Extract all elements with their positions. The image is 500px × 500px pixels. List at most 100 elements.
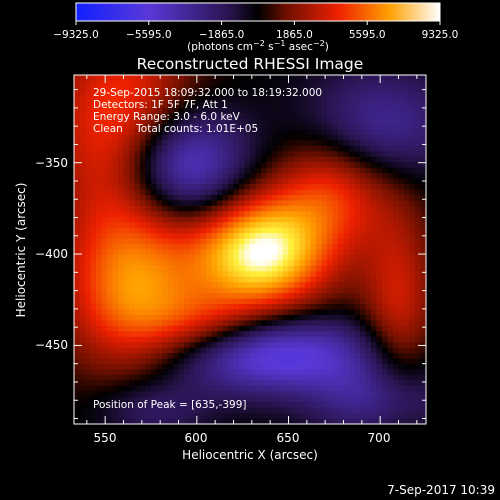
heatmap-cell [387,96,394,103]
heatmap-cell [239,336,245,343]
heatmap-cell [74,271,80,278]
heatmap-cell [371,374,377,381]
heatmap-cell [162,385,168,392]
heatmap-cell [228,304,234,310]
heatmap-cell [184,145,190,152]
heatmap-cell [305,314,311,321]
heatmap-cell [211,309,218,316]
heatmap-cell [178,129,185,136]
heatmap-cell [338,107,344,114]
heatmap-cell [239,194,245,201]
heatmap-cell [310,396,317,403]
heatmap-cell [266,91,273,98]
heatmap-cell [299,200,306,207]
heatmap-cell [151,254,157,261]
heatmap-cell [222,200,229,207]
heatmap-cell [96,129,102,136]
heatmap-cell [255,265,262,272]
heatmap-cell [217,325,223,332]
heatmap-cell [250,364,256,370]
heatmap-cell [409,200,416,207]
heatmap-cell [134,254,141,261]
heatmap-cell [206,96,212,103]
heatmap-cell [365,200,372,207]
heatmap-cell [145,85,152,92]
heatmap-cell [272,162,278,169]
heatmap-cell [178,331,185,338]
heatmap-cell [239,233,245,239]
heatmap-cell [244,407,251,414]
heatmap-cell [371,336,377,343]
heatmap-cell [101,238,108,245]
heatmap-cell [239,369,245,376]
heatmap-cell [118,162,124,169]
heatmap-cell [195,173,201,179]
heatmap-cell [272,385,278,392]
heatmap-cell [233,189,240,196]
heatmap-cell [156,216,163,223]
heatmap-cell [167,124,174,130]
heatmap-cell [266,145,273,152]
heatmap-cell [250,85,256,92]
heatmap-cell [283,271,289,278]
heatmap-cell [360,85,366,92]
heatmap-cell [206,249,212,256]
heatmap-cell [107,156,113,163]
heatmap-cell [349,320,355,327]
heatmap-cell [118,205,124,212]
heatmap-cell [79,260,86,267]
heatmap-cell [222,184,229,190]
heatmap-cell [310,178,317,185]
heatmap-cell [211,145,218,152]
heatmap-cell [365,184,372,190]
heatmap-cell [277,140,284,147]
heatmap-cell [151,91,157,98]
heatmap-cell [178,80,185,87]
heatmap-cell [305,124,311,130]
heatmap-cell [162,102,168,109]
heatmap-cell [272,396,278,403]
heatmap-cell [305,167,311,174]
heatmap-cell [371,140,377,147]
heatmap-cell [217,173,223,179]
heatmap-cell [195,276,201,283]
heatmap-cell [129,80,135,87]
heatmap-cell [354,358,361,365]
heatmap-cell [101,396,108,403]
heatmap-cell [74,194,80,201]
heatmap-cell [398,244,405,250]
heatmap-cell [101,173,108,179]
heatmap-cell [167,249,174,256]
heatmap-cell [140,91,146,98]
colorbar-tick-label: −1865.0 [199,29,245,41]
heatmap-cell [156,102,163,109]
heatmap-cell [409,402,416,408]
heatmap-cell [398,173,405,179]
heatmap-cell [178,369,185,376]
heatmap-cell [376,358,383,365]
heatmap-cell [321,173,328,179]
heatmap-cell [85,184,91,190]
axis-ticks [74,75,426,424]
heatmap-cell [409,102,416,109]
heatmap-cell [360,276,366,283]
heatmap-cell [277,91,284,98]
heatmap-cell [129,107,135,114]
heatmap-cell [420,124,427,130]
heatmap-cell [250,124,256,130]
heatmap-cell [415,227,421,234]
heatmap-cell [327,85,333,92]
heatmap-cell [415,380,421,387]
heatmap-cell [195,205,201,212]
heatmap-cell [283,347,289,354]
heatmap-cell [107,342,113,348]
heatmap-cell [173,260,179,267]
heatmap-cell [85,211,91,218]
heatmap-cell [74,118,80,125]
heatmap-cell [299,118,306,125]
heatmap-cell [332,107,339,114]
heatmap-cell [321,385,328,392]
heatmap-cell [338,364,344,370]
heatmap-cell [217,80,223,87]
heatmap-cell [134,407,141,414]
